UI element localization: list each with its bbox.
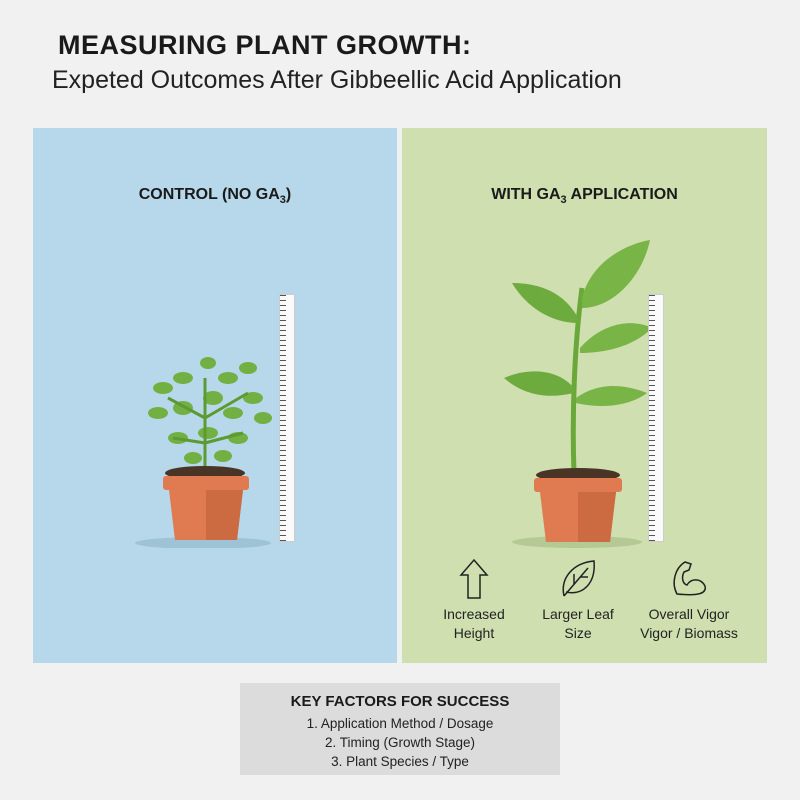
factor-item: 1. Application Method / Dosage xyxy=(306,716,494,731)
control-heading: CONTROL (NO GA3) xyxy=(138,186,292,207)
bushy-plant-illustration xyxy=(135,357,272,548)
measuring-ruler xyxy=(648,294,664,542)
leaf-icon xyxy=(562,560,595,597)
tall-plant-illustration xyxy=(504,240,652,548)
benefit-larger-leaf: Larger Leaf Size xyxy=(518,558,638,643)
factor-item: 3. Plant Species / Type xyxy=(331,754,469,769)
benefit-increased-height: Increased Height xyxy=(414,558,534,643)
control-panel: CONTROL (NO GA3) xyxy=(33,128,397,663)
treated-heading: WITH GA3 APPLICATION xyxy=(491,186,678,207)
treated-panel: WITH GA3 APPLICATION Increased Height Lar… xyxy=(402,128,767,663)
page-title: MEASURING PLANT GROWTH: xyxy=(58,30,472,60)
arrow-up-icon xyxy=(459,558,489,599)
benefit-overall-vigor: Overall Vigor Vigor / Biomass xyxy=(624,558,754,643)
key-factors-heading: KEY FACTORS FOR SUCCESS xyxy=(290,693,510,710)
page-subtitle: Expeted Outcomes After Gibbeellic Acid A… xyxy=(52,66,622,94)
flexed-arm-icon xyxy=(673,561,706,596)
key-factors-box: KEY FACTORS FOR SUCCESS 1. Application M… xyxy=(240,683,560,775)
measuring-ruler xyxy=(279,294,295,542)
factor-item: 2. Timing (Growth Stage) xyxy=(324,735,476,750)
